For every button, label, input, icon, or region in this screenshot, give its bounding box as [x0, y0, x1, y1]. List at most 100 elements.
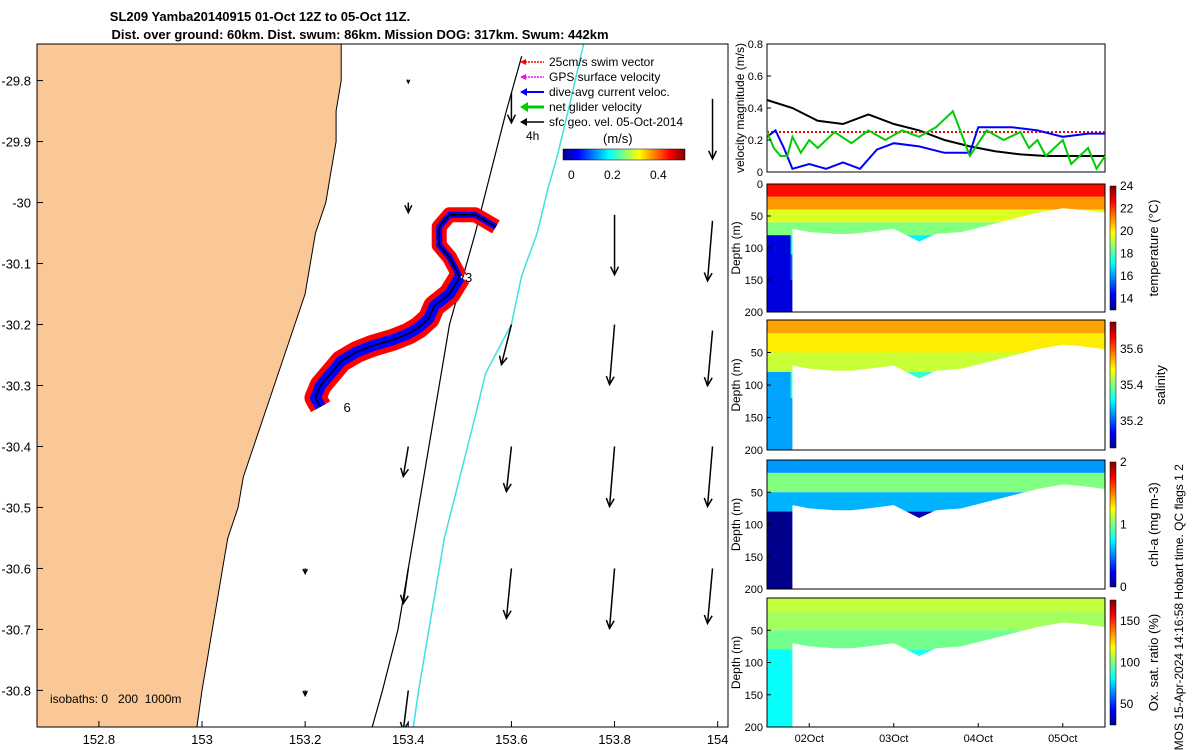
imos-credit-note: © IMOS 15-Apr-2024 14:16:58 Hobart time.…	[1172, 464, 1186, 750]
section-colorbar-label: temperature (°C)	[1146, 200, 1161, 297]
isobaths-label: isobaths: 0 200 1000m	[50, 692, 181, 706]
map-x-ticks: 152.8 153 153.2 153.4 153.6 153.8 154	[83, 721, 729, 747]
section-colorbar	[1109, 321, 1117, 449]
legend-arrowhead-geo	[520, 118, 527, 126]
isobath-200m-line	[371, 56, 523, 727]
legend-label-geo: sfc geo. vel. 05-Oct-2014	[549, 115, 683, 129]
legend-label-gps: GPS surface velocity	[549, 70, 660, 84]
section-colorbar-label: chl-a (mg m-3)	[1146, 482, 1161, 567]
sfc-geo-arrowhead-16	[605, 619, 615, 631]
section-y-tick-1: 100	[745, 380, 763, 392]
sfc-geo-arrowhead-7	[605, 375, 615, 387]
legend-label-dive: dive-avg current veloc.	[549, 85, 670, 99]
chart-title-line-2: Dist. over ground: 60km. Dist. swum: 86k…	[111, 27, 609, 42]
sfc-geo-arrowhead-8	[703, 376, 713, 388]
section-colorbar-tick-2: 35.6	[1120, 342, 1144, 356]
section-y-tick-3: 200	[745, 584, 763, 596]
velocity-y-tick-4: 0.8	[748, 39, 763, 51]
section-colorbar	[1109, 599, 1117, 726]
section-colorbar-tick-0: 50	[1120, 697, 1134, 711]
sfc-geo-arrow-7	[608, 324, 616, 385]
section-colorbar-tick-2: 150	[1120, 614, 1140, 628]
legend-arrowhead-net	[520, 102, 528, 112]
map-y-tick-4: -30.2	[1, 318, 31, 333]
section-y-tick-3: 200	[745, 445, 763, 457]
section-y-tick-2: 150	[745, 552, 763, 564]
velocity-series-net-glider	[766, 109, 1106, 171]
sfc-geo-arrow-17	[706, 568, 714, 624]
section-colorbar-tick-5: 24	[1120, 179, 1134, 193]
sfc-geo-arrow-11	[608, 446, 616, 507]
map-x-tick-5: 153.8	[598, 732, 631, 747]
section-layer-0	[767, 460, 1105, 473]
legend-scale-label: 4h	[526, 129, 539, 143]
sfc-geo-arrowhead-1	[506, 114, 517, 125]
section-colorbar-tick-3: 20	[1120, 224, 1134, 238]
section-y-tick-0: 0	[757, 179, 763, 191]
section-y-tick-2: 150	[745, 690, 763, 702]
section-y-tick-0: 50	[751, 348, 763, 360]
sfc-geo-arrowhead-6	[498, 355, 508, 367]
sfc-geo-arrow-6	[500, 324, 513, 365]
legend-label-swim: 25cm/s swim vector	[549, 55, 654, 69]
section-layer-0	[767, 598, 1105, 611]
sfc-geo-arrow-12	[706, 446, 714, 507]
sfc-geo-arrowhead-5	[703, 272, 713, 283]
velocity-y-tick-3: 0.6	[748, 71, 763, 83]
map-y-tick-2: -30	[12, 196, 31, 211]
section-layer-1	[767, 333, 1105, 353]
map-y-tick-7: -30.5	[1, 500, 31, 515]
section-y-tick-2: 150	[745, 413, 763, 425]
section-y-tick-0: 50	[751, 487, 763, 499]
velocity-y-tick-1: 0.2	[748, 135, 763, 147]
section-layer-1	[767, 472, 1105, 493]
section-y-label: Depth (m)	[729, 498, 743, 551]
sfc-geo-arrowhead-15	[502, 609, 512, 621]
sfc-geo-arrowhead-14	[399, 594, 409, 606]
sfc-geo-arrowhead-0	[406, 79, 411, 85]
legend-arrowhead-dive	[520, 88, 527, 96]
section-y-tick-1: 100	[745, 520, 763, 532]
map-colorbar	[562, 148, 686, 161]
map-y-tick-1: -29.9	[1, 135, 31, 150]
sfc-geo-arrowhead-9	[400, 467, 410, 479]
sfc-geo-arrowhead-2	[707, 150, 718, 161]
velocity-y-tick-2: 0.4	[748, 103, 763, 115]
section-x-tick-3: 05Oct	[1048, 733, 1077, 745]
map-y-tick-9: -30.7	[1, 622, 31, 637]
track-annotation-3: 3	[465, 270, 472, 285]
legend-arrowhead-swim	[520, 59, 526, 65]
sfc-geo-arrow-19	[402, 690, 410, 727]
sfc-geo-arrowhead-4	[609, 266, 620, 277]
section-y-label: Depth (m)	[729, 636, 743, 689]
sfc-geo-arrowhead-18	[302, 690, 308, 698]
glider-track: 3 6	[304, 207, 500, 415]
chart-title-line-1: SL209 Yamba20140915 01-Oct 12Z to 05-Oct…	[109, 9, 411, 24]
sfc-geo-arrowhead-17	[703, 614, 713, 626]
section-y-tick-4: 200	[745, 307, 763, 319]
sfc-geo-arrowhead-10	[502, 482, 512, 494]
track-line-north	[438, 214, 497, 278]
map-y-tick-6: -30.4	[1, 439, 31, 454]
section-y-label: Depth (m)	[729, 358, 743, 411]
sfc-geo-arrowhead-11	[605, 497, 615, 509]
map-x-tick-4: 153.6	[495, 732, 528, 747]
section-colorbar-tick-0: 35.2	[1120, 414, 1144, 428]
section-y-tick-3: 200	[745, 722, 763, 734]
section-panel-salinity-section: 50 100 150 200 Depth (m) 35.2 35.4 35.6 salinity	[729, 319, 1168, 457]
section-panel-chlorophyll-section: 50 100 150 200 Depth (m) 0 1 2 chl-a (mg m-3)	[729, 455, 1161, 596]
section-colorbar-tick-2: 18	[1120, 247, 1134, 261]
map-x-tick-1: 153	[191, 732, 213, 747]
track-annotation-6: 6	[344, 400, 351, 415]
velocity-series-sfc-geo	[766, 99, 1105, 157]
section-colorbar	[1109, 461, 1117, 588]
section-y-tick-2: 100	[745, 243, 763, 255]
velocity-panel: 0 0.2 0.4 0.6 0.8 velocity magnitude (m/s)	[733, 39, 1106, 179]
section-colorbar-label: salinity	[1153, 365, 1168, 405]
map-y-ticks: -29.8 -29.9 -30 -30.1 -30.2 -30.3 -30.4 -30.5 -3…	[1, 74, 43, 698]
map-panel: 3 6 152.8 153 153.2 153.4 153.6 153.8 154 -29.…	[1, 43, 729, 747]
section-colorbar-tick-1: 100	[1120, 656, 1140, 670]
section-below-bottom	[792, 208, 1105, 312]
section-x-tick-1: 03Oct	[879, 733, 908, 745]
